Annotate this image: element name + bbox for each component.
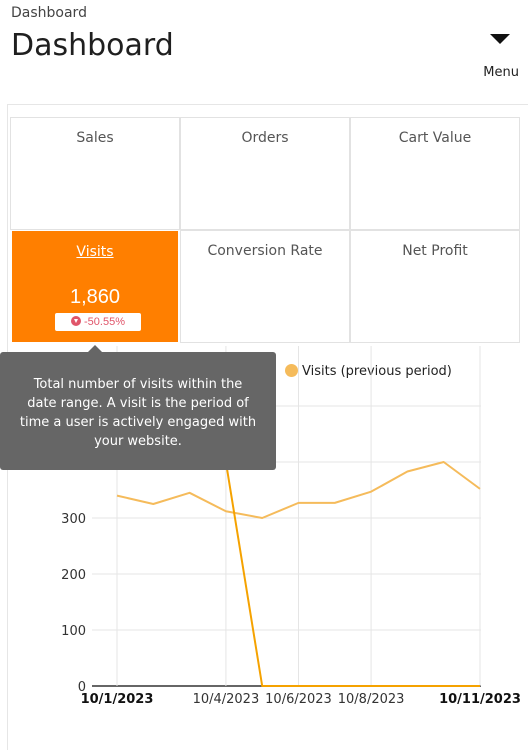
kpi-tile-net-profit[interactable]: Net Profit — [350, 230, 520, 343]
x-tick-label: 10/6/2023 — [265, 692, 332, 707]
tooltip-arrow — [87, 345, 103, 353]
kpi-value: 1,860 — [69, 286, 121, 308]
kpi-label[interactable]: Visits — [76, 244, 114, 260]
caret-down-icon — [490, 34, 510, 44]
kpi-tile-cart-value[interactable]: Cart Value — [350, 117, 520, 230]
y-tick-label: 200 — [61, 568, 86, 583]
x-tick-label: 10/11/2023 — [439, 692, 521, 707]
y-axis-labels: 0 100 200 300 — [61, 512, 86, 695]
menu-label: Menu — [483, 65, 519, 80]
kpi-tile-sales[interactable]: Sales — [10, 117, 180, 230]
tooltip-text: Total number of visits within the date r… — [19, 377, 257, 449]
x-tick-label: 10/4/2023 — [193, 692, 260, 707]
legend-label: Visits (previous period) — [302, 364, 452, 379]
chart-legend[interactable]: Visits (previous period) — [285, 362, 452, 379]
kpi-label: Sales — [76, 130, 114, 146]
series-line — [116, 461, 481, 519]
menu-button[interactable]: Menu — [479, 30, 519, 84]
kpi-tile-conversion-rate[interactable]: Conversion Rate — [180, 230, 350, 343]
kpi-grid: Sales Orders Cart Value Visits 1,860 -50… — [10, 117, 520, 343]
y-tick-label: 0 — [78, 680, 86, 695]
kpi-label: Net Profit — [402, 243, 468, 259]
kpi-label: Orders — [241, 130, 289, 146]
y-tick-label: 100 — [61, 624, 86, 639]
change-badge: -50.55% — [55, 313, 141, 331]
x-axis-labels: 10/1/2023 10/4/2023 10/6/2023 10/8/2023 10/1… — [81, 692, 521, 707]
kpi-tooltip: Total number of visits within the date r… — [0, 352, 276, 470]
x-tick-label: 10/1/2023 — [81, 692, 154, 707]
kpi-label: Conversion Rate — [207, 243, 323, 259]
breadcrumb[interactable]: Dashboard — [11, 5, 87, 21]
change-value: -50.55% — [84, 316, 125, 328]
page-title: Dashboard — [11, 28, 174, 63]
chart-series — [116, 461, 481, 687]
series-line — [224, 461, 480, 687]
legend-swatch — [285, 364, 298, 377]
y-tick-label: 300 — [61, 512, 86, 527]
arrow-down-circle-icon — [71, 316, 81, 326]
x-tick-label: 10/8/2023 — [338, 692, 405, 707]
kpi-label: Cart Value — [398, 130, 472, 146]
kpi-tile-visits[interactable]: Visits 1,860 -50.55% — [12, 231, 178, 342]
kpi-tile-orders[interactable]: Orders — [180, 117, 350, 230]
app-header: Dashboard Dashboard Menu — [0, 0, 531, 104]
